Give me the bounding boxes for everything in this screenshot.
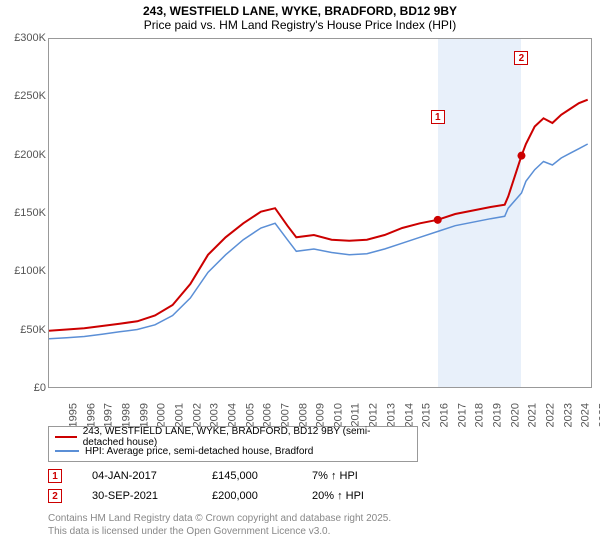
transaction-date: 04-JAN-2017 <box>92 470 212 482</box>
x-axis-label: 1996 <box>85 403 97 427</box>
x-axis-label: 1995 <box>67 403 79 427</box>
x-axis-label: 2017 <box>456 403 468 427</box>
x-axis-label: 2022 <box>544 403 556 427</box>
transaction-table: 1 04-JAN-2017£145,0007% ↑ HPI 2 30-SEP-2021… <box>48 466 412 506</box>
x-axis-label: 2001 <box>173 403 185 427</box>
x-axis-label: 2014 <box>403 403 415 427</box>
x-axis-label: 2007 <box>279 403 291 427</box>
x-axis-label: 2005 <box>244 403 256 427</box>
transaction-pct: 20% ↑ HPI <box>312 490 412 502</box>
series-line <box>49 100 588 331</box>
x-axis-label: 1998 <box>120 403 132 427</box>
x-axis-label: 2021 <box>527 403 539 427</box>
x-axis-label: 2018 <box>474 403 486 427</box>
chart-subtitle: Price paid vs. HM Land Registry's House … <box>0 18 600 34</box>
transaction-price: £145,000 <box>212 470 312 482</box>
x-axis-label: 2019 <box>491 403 503 427</box>
y-axis-label: £300K <box>2 32 46 44</box>
transaction-marker: 2 <box>48 489 62 503</box>
transaction-price: £200,000 <box>212 490 312 502</box>
y-axis-label: £100K <box>2 265 46 277</box>
x-axis-label: 2009 <box>315 403 327 427</box>
x-axis-label: 2006 <box>262 403 274 427</box>
legend-label: HPI: Average price, semi-detached house,… <box>85 446 313 457</box>
copyright-line: Contains HM Land Registry data © Crown c… <box>48 512 391 525</box>
x-axis-label: 2011 <box>349 403 361 427</box>
x-axis-label: 2008 <box>297 403 309 427</box>
legend-swatch <box>55 436 77 438</box>
x-axis-label: 2020 <box>509 403 521 427</box>
transaction-row: 2 30-SEP-2021£200,00020% ↑ HPI <box>48 486 412 506</box>
series-line <box>49 144 588 339</box>
marker-point <box>434 216 442 224</box>
x-axis-label: 2023 <box>562 403 574 427</box>
x-axis-label: 2016 <box>438 403 450 427</box>
x-axis-label: 2004 <box>226 403 238 427</box>
chart-plot-area: 1995199619971998199920002001200220032004… <box>48 38 592 388</box>
y-axis-label: £0 <box>2 382 46 394</box>
legend-swatch <box>55 450 79 452</box>
transaction-pct: 7% ↑ HPI <box>312 470 412 482</box>
transaction-date: 30-SEP-2021 <box>92 490 212 502</box>
copyright-line: This data is licensed under the Open Gov… <box>48 525 391 538</box>
x-axis-label: 2012 <box>368 403 380 427</box>
x-axis-label: 2002 <box>191 403 203 427</box>
transaction-marker: 1 <box>48 469 62 483</box>
copyright-text: Contains HM Land Registry data © Crown c… <box>48 512 391 538</box>
legend-item: 243, WESTFIELD LANE, WYKE, BRADFORD, BD1… <box>55 430 411 444</box>
y-axis-label: £250K <box>2 90 46 102</box>
legend: 243, WESTFIELD LANE, WYKE, BRADFORD, BD1… <box>48 426 418 462</box>
chart-title: 243, WESTFIELD LANE, WYKE, BRADFORD, BD1… <box>0 0 600 18</box>
x-axis-label: 2015 <box>421 403 433 427</box>
x-axis-label: 1997 <box>103 403 115 427</box>
x-axis-label: 1999 <box>138 403 150 427</box>
y-axis-label: £150K <box>2 207 46 219</box>
transaction-row: 1 04-JAN-2017£145,0007% ↑ HPI <box>48 466 412 486</box>
x-axis-label: 2003 <box>209 403 221 427</box>
chart-container: 243, WESTFIELD LANE, WYKE, BRADFORD, BD1… <box>0 0 600 560</box>
y-axis-label: £50K <box>2 324 46 336</box>
x-axis-label: 2013 <box>385 403 397 427</box>
x-axis-label: 2024 <box>580 403 592 427</box>
x-axis-label: 2010 <box>332 403 344 427</box>
x-axis-label: 2000 <box>156 403 168 427</box>
marker-point <box>517 152 525 160</box>
chart-svg <box>49 39 593 389</box>
y-axis-label: £200K <box>2 149 46 161</box>
